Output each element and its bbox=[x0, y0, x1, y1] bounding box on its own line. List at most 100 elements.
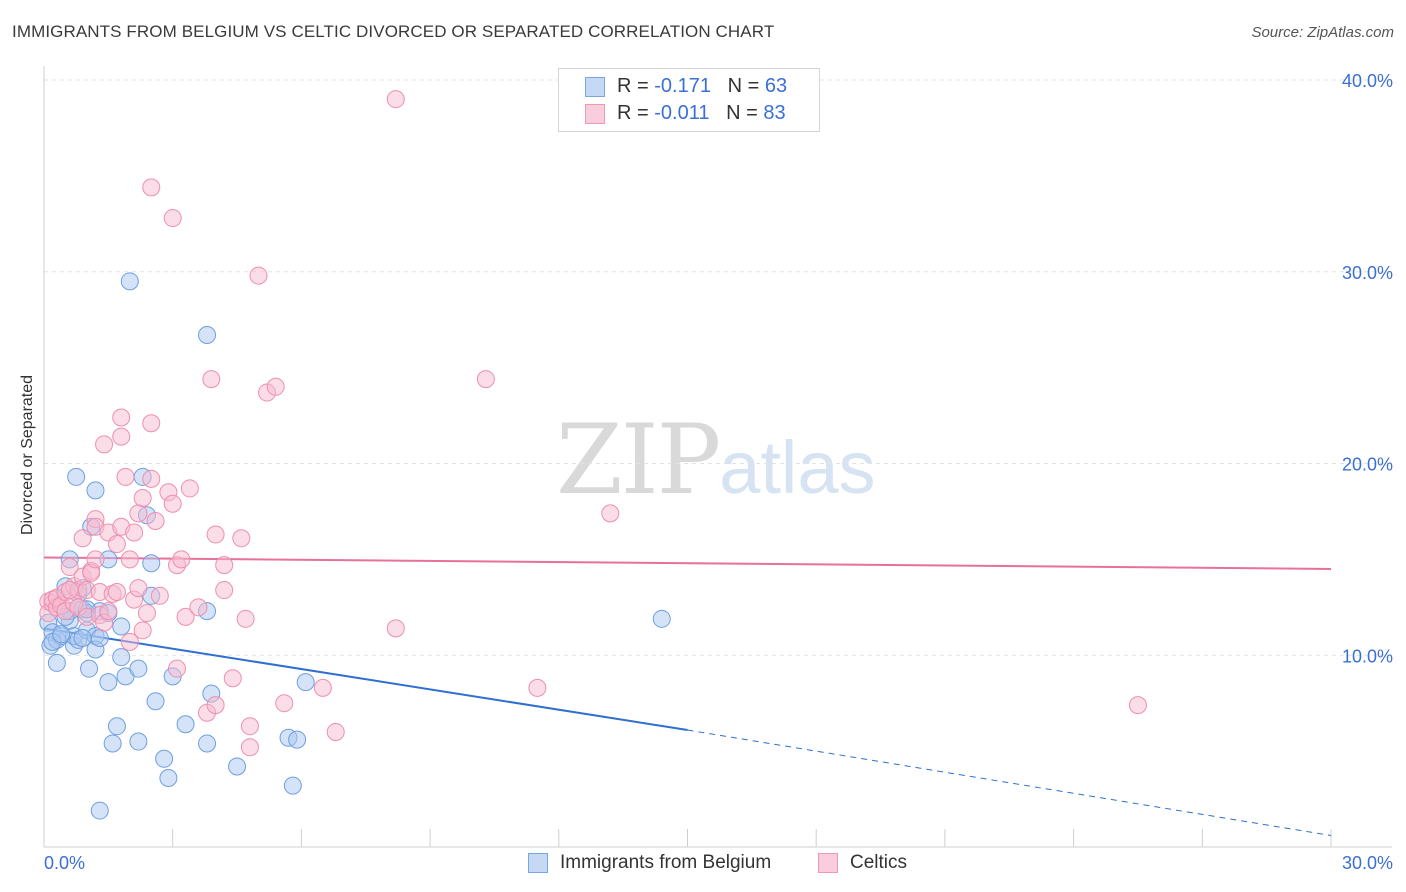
chart-title: IMMIGRANTS FROM BELGIUM VS CELTIC DIVORC… bbox=[12, 22, 775, 41]
point-celtics bbox=[223, 669, 242, 688]
point-celtics bbox=[313, 678, 332, 697]
point-celtics bbox=[180, 479, 199, 498]
point-celtics bbox=[142, 414, 161, 433]
point-belgium bbox=[288, 730, 307, 749]
point-celtics bbox=[202, 370, 221, 389]
point-celtics bbox=[133, 621, 152, 640]
point-belgium bbox=[296, 673, 315, 692]
point-celtics bbox=[275, 694, 294, 713]
point-celtics bbox=[163, 209, 182, 228]
point-celtics bbox=[206, 525, 225, 544]
watermark-zip: ZIP bbox=[556, 404, 721, 516]
legend-label-belgium: Immigrants from Belgium bbox=[560, 852, 772, 873]
point-celtics bbox=[528, 678, 547, 697]
point-celtics bbox=[266, 377, 285, 396]
point-celtics bbox=[240, 738, 259, 757]
point-belgium bbox=[90, 628, 109, 647]
y-tick-label: 20.0% bbox=[1342, 455, 1393, 475]
legend-swatch-blue bbox=[585, 77, 605, 97]
legend-label-celtics: Celtics bbox=[850, 852, 908, 873]
point-celtics bbox=[189, 598, 208, 617]
point-belgium bbox=[198, 326, 217, 345]
point-belgium bbox=[67, 467, 86, 486]
axis-layer bbox=[43, 66, 1392, 848]
trendline-belgium bbox=[43, 627, 688, 732]
point-belgium bbox=[120, 272, 139, 291]
point-celtics bbox=[107, 582, 126, 601]
y-tick-label: 10.0% bbox=[1342, 646, 1393, 666]
point-celtics bbox=[142, 469, 161, 488]
point-belgium bbox=[652, 609, 671, 628]
point-belgium bbox=[112, 648, 131, 667]
watermark-atlas: atlas bbox=[719, 426, 876, 509]
point-belgium bbox=[159, 768, 178, 787]
x-tick-label-min: 0.0% bbox=[44, 853, 85, 873]
point-celtics bbox=[112, 427, 131, 446]
source-label: Source: ZipAtlas.com bbox=[1251, 24, 1394, 41]
point-celtics bbox=[386, 90, 405, 109]
point-celtics bbox=[137, 604, 156, 623]
point-celtics bbox=[129, 579, 148, 598]
points-layer bbox=[39, 90, 1147, 820]
x-tick-label-max: 30.0% bbox=[1342, 853, 1393, 873]
point-celtics bbox=[163, 494, 182, 513]
legend-stats-celtics: R = -0.011 N = 83 bbox=[617, 102, 786, 124]
trendline-belgium-extrapolated bbox=[687, 729, 1332, 836]
trend-layer bbox=[43, 556, 1332, 836]
legend-stats-belgium: R = -0.171 N = 63 bbox=[617, 75, 788, 97]
point-belgium bbox=[47, 653, 66, 672]
point-celtics bbox=[73, 529, 92, 548]
point-celtics bbox=[60, 558, 79, 577]
point-celtics bbox=[176, 607, 195, 626]
point-belgium bbox=[73, 628, 92, 647]
point-celtics bbox=[125, 523, 144, 542]
point-celtics bbox=[240, 717, 259, 736]
legend-swatch-celtics bbox=[818, 853, 838, 873]
point-celtics bbox=[215, 581, 234, 600]
tick-label-layer: 10.0% 20.0% 30.0% 40.0% 0.0% 30.0% bbox=[44, 71, 1393, 873]
point-celtics bbox=[60, 581, 79, 600]
point-celtics bbox=[129, 504, 148, 523]
point-celtics bbox=[86, 550, 105, 569]
point-belgium bbox=[112, 617, 131, 636]
point-celtics bbox=[120, 550, 139, 569]
point-belgium bbox=[283, 776, 302, 795]
point-celtics bbox=[120, 632, 139, 651]
point-belgium bbox=[86, 481, 105, 500]
point-celtics bbox=[601, 504, 620, 523]
point-belgium bbox=[80, 659, 99, 678]
point-celtics bbox=[206, 696, 225, 715]
point-belgium bbox=[52, 625, 71, 644]
legend-swatch-belgium bbox=[528, 853, 548, 873]
point-celtics bbox=[326, 722, 345, 741]
point-celtics bbox=[133, 489, 152, 508]
point-celtics bbox=[107, 535, 126, 554]
point-celtics bbox=[215, 556, 234, 575]
point-celtics bbox=[112, 408, 131, 427]
watermark: ZIPatlas bbox=[556, 404, 876, 516]
point-celtics bbox=[232, 529, 251, 548]
point-celtics bbox=[249, 266, 268, 285]
point-belgium bbox=[90, 801, 109, 820]
point-celtics bbox=[476, 370, 495, 389]
point-celtics bbox=[172, 550, 191, 569]
correlation-legend: R = -0.171 N = 63 R = -0.011 N = 83 bbox=[558, 68, 820, 132]
point-celtics bbox=[99, 602, 118, 621]
y-tick-label: 30.0% bbox=[1342, 263, 1393, 283]
point-celtics bbox=[142, 178, 161, 197]
grid-layer bbox=[44, 79, 1392, 656]
point-celtics bbox=[236, 609, 255, 628]
point-celtics bbox=[116, 467, 135, 486]
point-celtics bbox=[386, 619, 405, 638]
point-celtics bbox=[146, 512, 165, 531]
point-belgium bbox=[198, 734, 217, 753]
point-belgium bbox=[129, 659, 148, 678]
point-belgium bbox=[142, 554, 161, 573]
point-belgium bbox=[176, 715, 195, 734]
point-belgium bbox=[99, 673, 118, 692]
point-celtics bbox=[167, 659, 186, 678]
point-celtics bbox=[150, 586, 169, 605]
point-belgium bbox=[129, 732, 148, 751]
y-tick-label: 40.0% bbox=[1342, 71, 1393, 91]
